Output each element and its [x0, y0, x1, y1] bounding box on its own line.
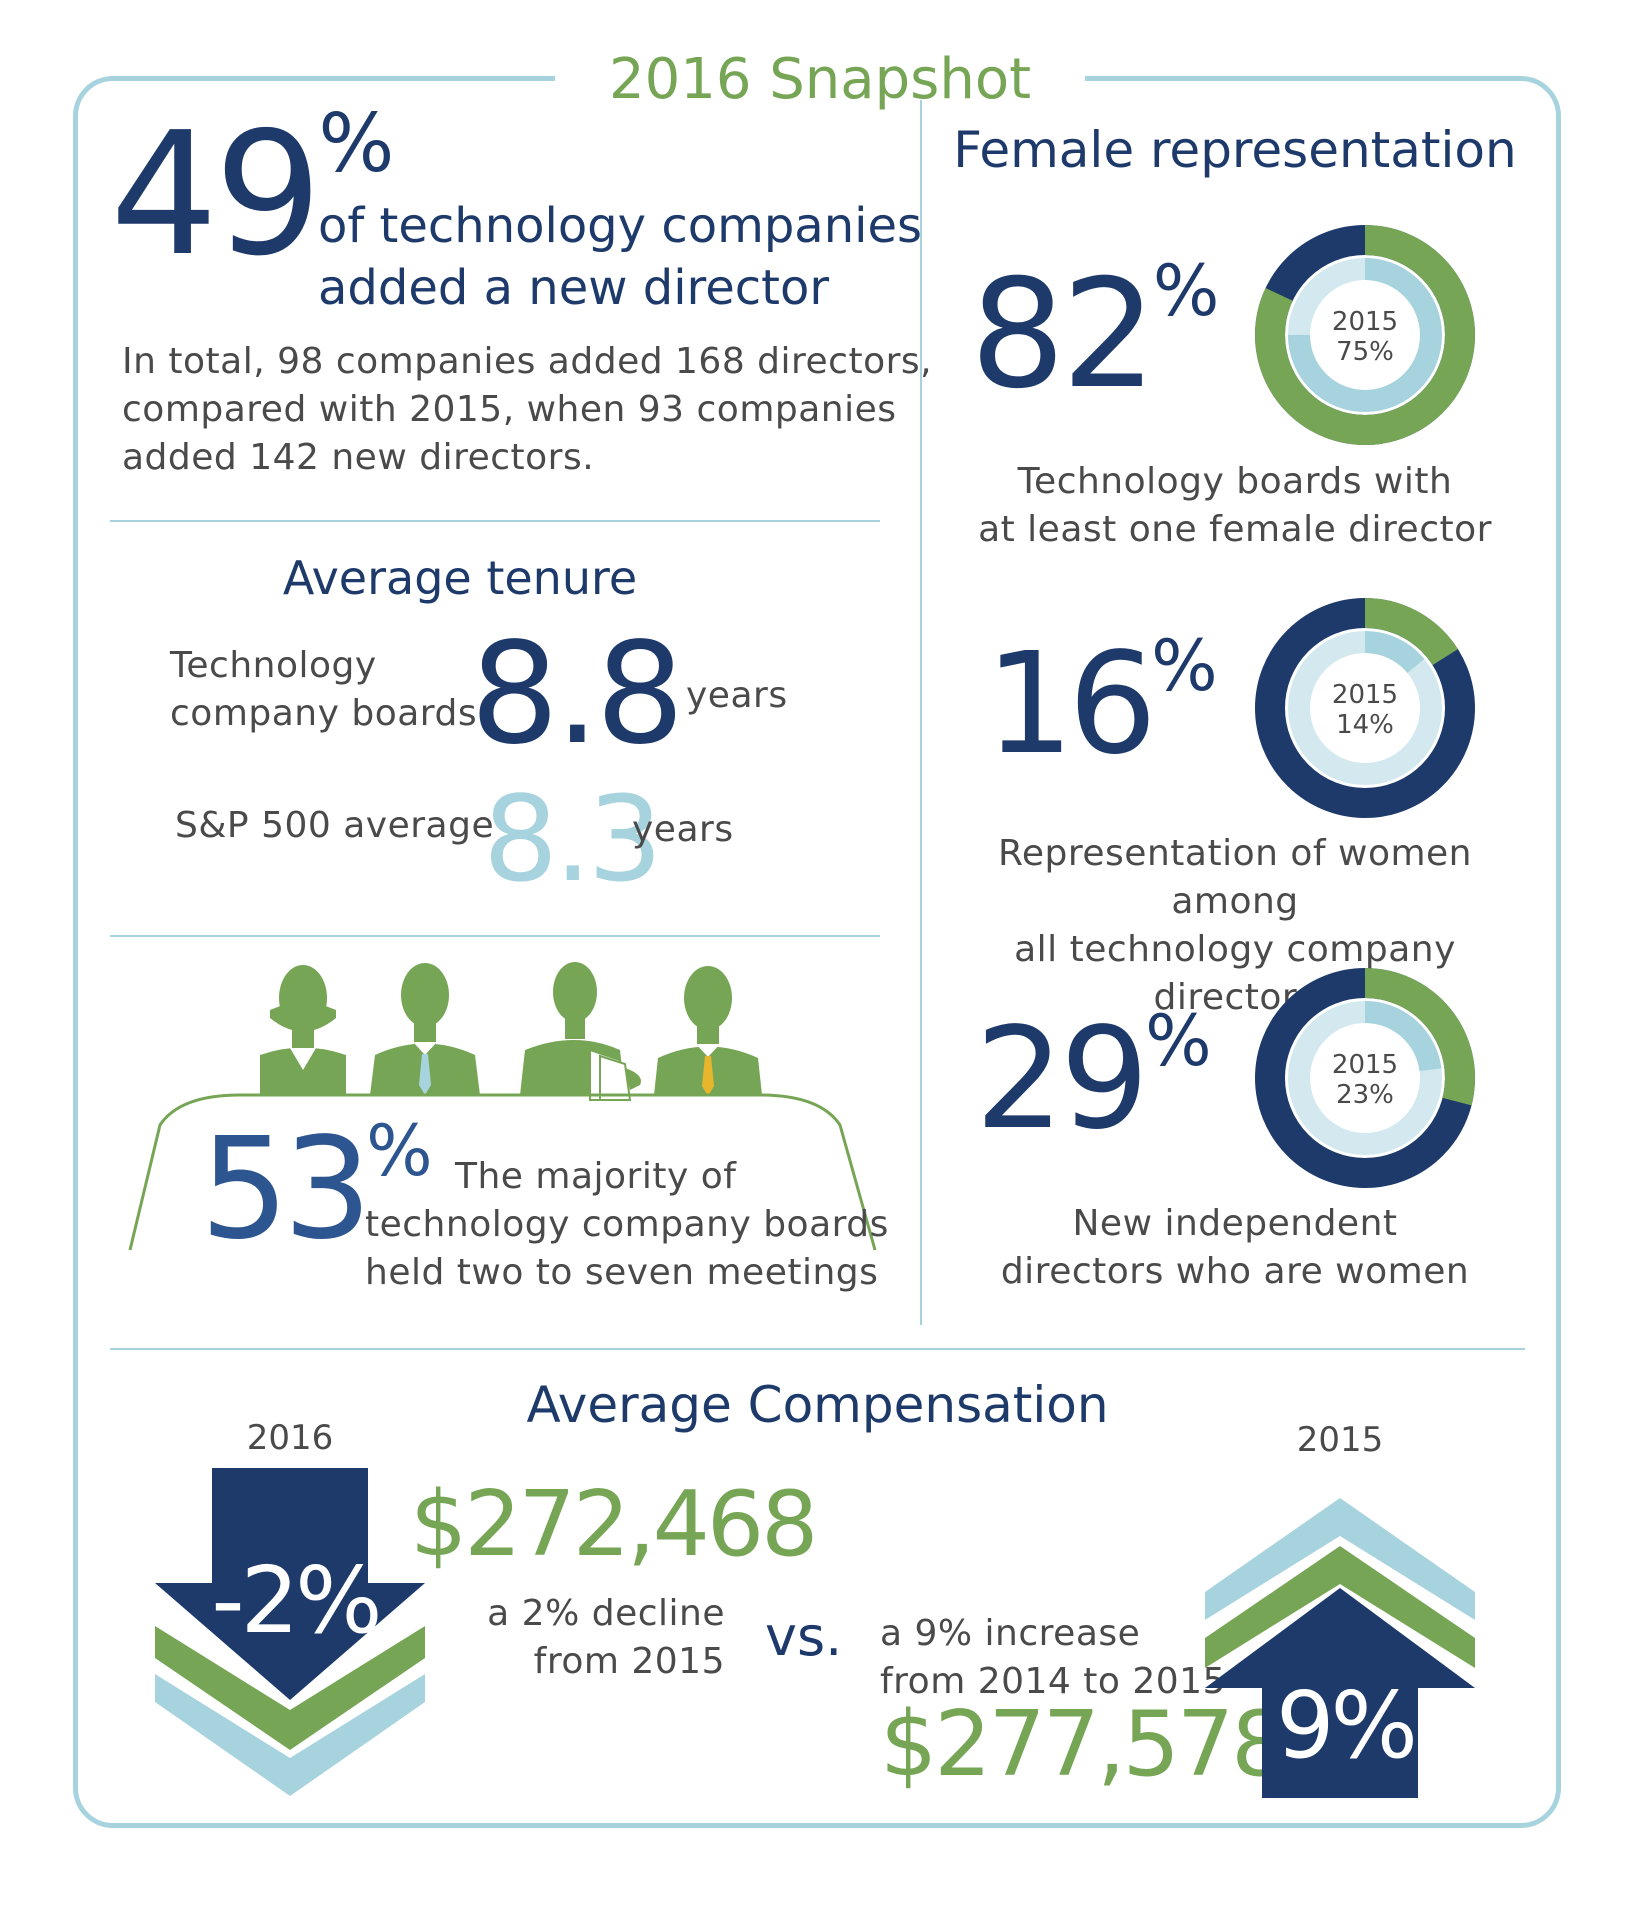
- down-arrow-light-chevron: [155, 1674, 425, 1796]
- donut-inner-prev-share: [1288, 258, 1442, 412]
- woman-with-documents-icon: [520, 962, 641, 1101]
- female-item-1-donut-chart: [1255, 225, 1475, 445]
- meetings-text-line1: The majority of: [455, 1156, 737, 1197]
- compensation-2015-desc: a 9% increase from 2014 to 2015: [880, 1610, 1226, 1706]
- new-director-detail-line2: compared with 2015, when 93 companies: [122, 389, 897, 430]
- divider-bottom: [110, 1348, 1525, 1350]
- female-item-1-percent-sign: %: [1152, 250, 1219, 332]
- new-director-headline: of technology companies added a new dire…: [318, 195, 922, 319]
- female-item-2-percent-sign: %: [1151, 625, 1217, 707]
- compensation-2015-arrow-value: 9%: [1276, 1672, 1418, 1779]
- up-arrow-light-chevron: [1205, 1498, 1475, 1620]
- donut-outer-current-share: [1255, 598, 1475, 818]
- female-item-3-percent: 29%: [975, 1006, 1212, 1150]
- page-title: 2016 Snapshot: [608, 47, 1032, 112]
- female-item-2-percent: 16%: [985, 631, 1218, 775]
- female-item-1-percent-value: 82: [970, 248, 1157, 422]
- compensation-2016-desc: a 2% decline from 2015: [470, 1590, 725, 1686]
- divider-left-2: [110, 935, 880, 937]
- new-director-detail-line3: added 142 new directors.: [122, 437, 595, 478]
- up-arrow-green-chevron: [1205, 1546, 1475, 1668]
- tenure-tech-unit: years: [686, 675, 788, 716]
- tenure-heading: Average tenure: [282, 551, 638, 605]
- up-arrow-icon: [1205, 1498, 1475, 1798]
- donut-outer-current-share: [1255, 968, 1475, 1188]
- female-item-1-caption-line1: Technology boards with: [1017, 461, 1453, 502]
- meetings-percent-value: 53: [200, 1108, 372, 1271]
- compensation-heading: Average Compensation: [526, 1376, 1109, 1434]
- female-item-1-prev-year: 2015: [1331, 307, 1399, 337]
- female-item-1-percent: 82%: [970, 256, 1219, 410]
- meetings-percent: 53%: [200, 1116, 433, 1260]
- female-item-2-prev-year: 2015: [1331, 680, 1399, 710]
- board-meeting-illustration: [128, 962, 877, 1251]
- down-arrow-icon: [155, 1468, 425, 1796]
- female-item-3-caption: New independent directors who are women: [935, 1200, 1535, 1296]
- female-item-2-donut-chart: [1255, 598, 1475, 818]
- meetings-percent-sign: %: [366, 1110, 432, 1192]
- meetings-text-line3: held two to seven meetings: [365, 1252, 879, 1293]
- female-item-1-caption: Technology boards with at least one fema…: [935, 458, 1535, 554]
- man-director-icon: [370, 963, 480, 1095]
- female-item-2-percent-value: 16: [985, 623, 1157, 786]
- female-item-3-caption-line1: New independent: [1072, 1203, 1398, 1244]
- female-item-2-caption-line2: all technology company directors: [1014, 929, 1456, 1018]
- new-director-percent: 49%: [110, 104, 394, 281]
- donut-outer-current-share: [1255, 225, 1475, 445]
- female-heading: Female representation: [953, 121, 1517, 179]
- compensation-2015-label: 2015: [1296, 1420, 1384, 1460]
- center-divider: [920, 100, 922, 1325]
- female-item-3-caption-line2: directors who are women: [1000, 1251, 1470, 1292]
- compensation-2015-desc-line2: from 2014 to 2015: [880, 1661, 1226, 1702]
- new-director-percent-value: 49: [110, 96, 322, 294]
- woman-director-icon: [260, 965, 346, 1095]
- compensation-2015-amount: $277,578: [880, 1692, 1288, 1797]
- female-item-2-prev-value: 14%: [1336, 710, 1394, 740]
- meetings-text: The majority of technology company board…: [365, 1153, 889, 1297]
- donut-inner-prev-share: [1288, 631, 1442, 785]
- female-item-3-donut-chart: [1255, 968, 1475, 1188]
- new-director-percent-sign: %: [318, 97, 394, 190]
- compensation-2016-amount: $272,468: [410, 1472, 818, 1577]
- compensation-vs: vs.: [765, 1605, 843, 1668]
- female-item-1-prev: 2015 75%: [1305, 307, 1425, 367]
- tenure-sp-value: 8.3: [483, 770, 663, 908]
- female-item-2-prev: 2015 14%: [1305, 680, 1425, 740]
- compensation-2016-label: 2016: [246, 1418, 334, 1458]
- female-item-3-percent-sign: %: [1145, 1000, 1211, 1082]
- female-item-2-caption: Representation of women among all techno…: [935, 830, 1535, 1022]
- divider-left-1: [110, 520, 880, 522]
- tenure-sp-label: S&P 500 average: [175, 805, 495, 846]
- tenure-tech-label-line1: Technology: [170, 645, 377, 686]
- tenure-sp-unit: years: [632, 809, 734, 850]
- man-director-icon: [654, 966, 762, 1096]
- female-item-3-prev-year: 2015: [1331, 1050, 1399, 1080]
- new-director-detail-line1: In total, 98 companies added 168 directo…: [122, 341, 933, 382]
- female-item-1-caption-line2: at least one female director: [978, 509, 1492, 550]
- female-item-3-prev: 2015 23%: [1305, 1050, 1425, 1110]
- female-item-3-prev-value: 23%: [1336, 1080, 1394, 1110]
- compensation-2015-desc-line1: a 9% increase: [880, 1613, 1141, 1654]
- up-arrow-navy-body: [1205, 1588, 1475, 1798]
- tenure-tech-label: Technology company boards: [170, 642, 477, 738]
- female-item-2-caption-line1: Representation of women among: [998, 833, 1472, 922]
- meetings-text-line2: technology company boards: [365, 1204, 889, 1245]
- tenure-tech-value: 8.8: [470, 613, 685, 776]
- tenure-tech-label-line2: company boards: [170, 693, 478, 734]
- female-item-3-percent-value: 29: [975, 998, 1149, 1161]
- down-arrow-green-chevron: [155, 1626, 425, 1750]
- new-director-headline-line2: added a new director: [318, 260, 830, 316]
- compensation-2016-desc-line1: a 2% decline: [487, 1593, 725, 1634]
- title-mask: [555, 40, 1085, 120]
- female-item-1-prev-value: 75%: [1336, 337, 1394, 367]
- down-arrow-navy-body: [155, 1468, 425, 1700]
- new-director-detail: In total, 98 companies added 168 directo…: [122, 338, 932, 482]
- new-director-headline-line1: of technology companies: [318, 198, 923, 254]
- compensation-2016-desc-line2: from 2015: [533, 1641, 725, 1682]
- compensation-2016-arrow-value: -2%: [211, 1547, 382, 1654]
- donut-inner-prev-share: [1288, 1001, 1442, 1155]
- table-outline: [128, 1093, 877, 1251]
